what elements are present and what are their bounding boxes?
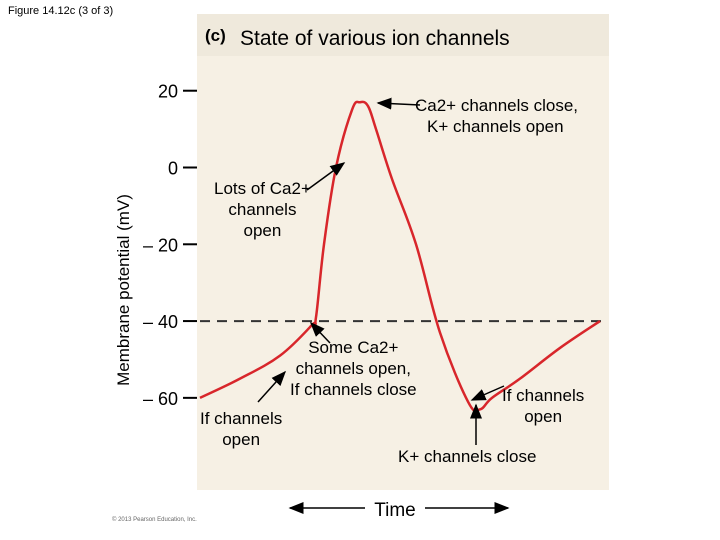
y-tick-label: 0 xyxy=(168,159,178,179)
arrow-if-open-left xyxy=(257,370,287,403)
y-tick-label: 20 xyxy=(158,82,178,102)
annotation-if-open-right: If channels open xyxy=(502,385,584,427)
annotation-line: K+ channels open xyxy=(427,117,564,136)
figure-label: Figure 14.12c (3 of 3) xyxy=(8,5,114,17)
annotation-ca-close: Ca2+ channels close, K+ channels open xyxy=(415,95,578,137)
y-tick-label: – 40 xyxy=(143,312,178,332)
y-tick-label: – 20 xyxy=(143,235,178,255)
annotation-line: open xyxy=(524,407,563,426)
annotation-line: Lots of Ca2+ xyxy=(214,179,311,198)
annotation-line: open xyxy=(222,430,261,449)
arrow-if-open-right xyxy=(470,385,505,401)
title-bar xyxy=(197,14,609,56)
panel-tag: (c) xyxy=(205,26,226,45)
arrow-ca-close xyxy=(376,97,421,110)
arrow-lots-ca xyxy=(306,162,346,191)
arrow-some-ca xyxy=(309,321,331,344)
y-tick-label: – 60 xyxy=(143,389,178,409)
annotation-k-close: K+ channels close xyxy=(398,446,536,467)
annotation-line: K+ channels close xyxy=(398,447,537,466)
annotation-lots-ca-open: Lots of Ca2+ channels open xyxy=(214,178,311,241)
annotation-line: channels xyxy=(228,200,297,219)
annotation-line: If channels xyxy=(200,409,283,428)
annotation-some-ca-open: Some Ca2+ channels open, If channels clo… xyxy=(290,337,417,400)
plot-area xyxy=(197,56,609,490)
copyright: © 2013 Pearson Education, Inc. xyxy=(112,517,197,523)
annotation-line: channels open, xyxy=(295,359,411,378)
annotation-line: Ca2+ channels close, xyxy=(415,96,579,115)
annotation-line: Some Ca2+ xyxy=(308,338,399,357)
annotation-line: If channels xyxy=(502,386,585,405)
panel-title: State of various ion channels xyxy=(240,27,510,50)
annotation-if-open-left: If channels open xyxy=(200,408,282,450)
x-axis-label: Time xyxy=(374,500,416,521)
annotation-line: open xyxy=(243,221,282,240)
annotation-line: If channels close xyxy=(290,380,417,399)
